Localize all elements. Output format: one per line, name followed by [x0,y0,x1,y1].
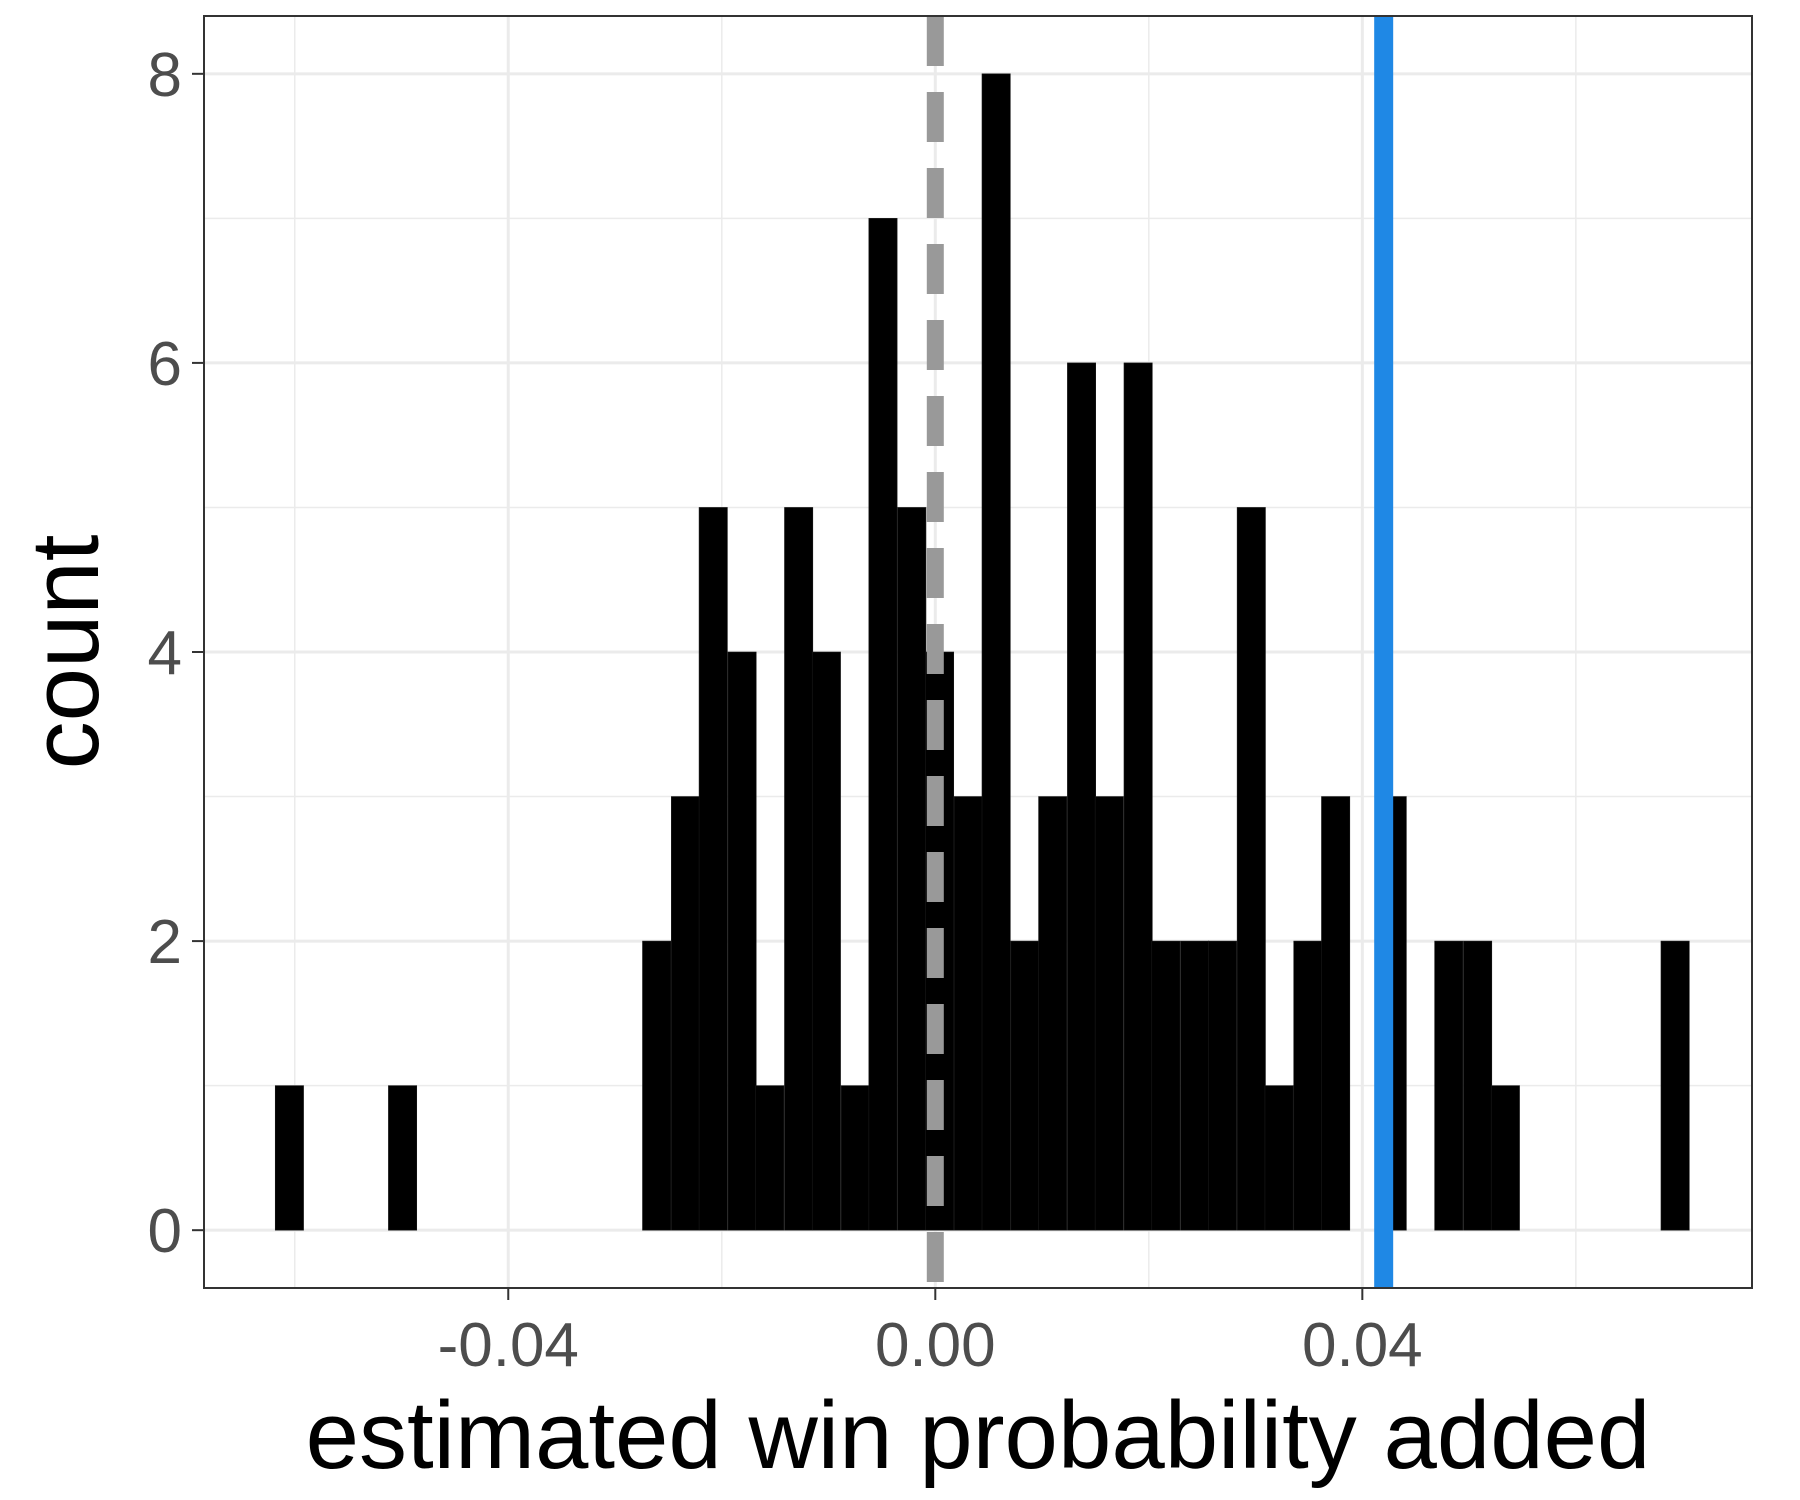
axis-ticks: -0.04 0.00 0.04 0 2 4 6 8 [148,41,1423,1380]
histogram-bars [274,73,1690,1231]
y-tick-label: 2 [148,908,182,977]
histogram-bar [953,796,983,1231]
histogram-bar [811,651,841,1231]
histogram-bar [840,1085,870,1231]
histogram-bar [698,507,728,1231]
histogram-bar [727,651,757,1231]
x-axis-title: estimated win probability added [306,1382,1651,1489]
histogram-bar [1463,940,1493,1231]
y-tick-label: 4 [148,619,182,688]
histogram-bar [671,796,700,1231]
x-tick-label: 0.04 [1302,1311,1423,1380]
x-tick-label: -0.04 [438,1311,579,1380]
histogram-bar [1123,362,1153,1231]
histogram-bar [868,218,898,1231]
histogram-bar [1236,507,1266,1231]
histogram-bar [1293,940,1323,1231]
histogram-bar [897,507,927,1231]
histogram-bar [1038,796,1068,1231]
histogram-bar [1180,940,1210,1231]
reference-lines [926,16,1394,1288]
y-tick-label: 6 [148,330,182,399]
histogram-bar [1660,940,1690,1231]
histogram-bar [1151,940,1181,1231]
histogram-bar [1010,940,1040,1231]
histogram-bar [1434,940,1464,1231]
histogram-bar [1208,940,1237,1231]
x-tick-label: 0.00 [875,1311,996,1380]
y-axis-title: count [12,535,119,770]
histogram-bar [981,73,1011,1231]
histogram-bar [1094,796,1124,1231]
histogram-bar [755,1085,785,1231]
histogram-bar [642,940,672,1231]
histogram-bar [784,507,814,1231]
histogram-bar [274,1085,304,1231]
y-tick-label: 0 [148,1197,182,1266]
y-tick-label: 8 [148,41,182,110]
histogram-bar [1490,1085,1520,1231]
histogram-bar [1264,1085,1294,1231]
histogram-bar [1321,796,1351,1231]
histogram-bar [1067,362,1097,1231]
histogram-bar [388,1085,418,1231]
